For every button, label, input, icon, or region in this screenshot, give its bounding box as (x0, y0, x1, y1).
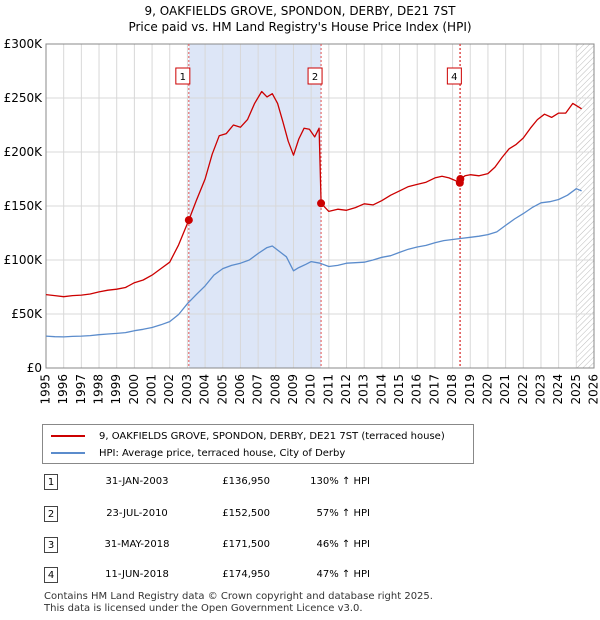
transaction-label-box (446, 67, 462, 85)
x-tick-label: 2016 (410, 374, 424, 405)
series-line-property (45, 90, 582, 298)
chart-subtitle: Price paid vs. HM Land Registry's House … (128, 20, 472, 34)
transaction-price: £174,950 (222, 569, 270, 580)
chart-title: 9, OAKFIELDS GROVE, SPONDON, DERBY, DE21… (144, 4, 456, 18)
x-tick-label: 2025 (569, 374, 583, 405)
transaction-price: £136,950 (222, 476, 270, 487)
transaction-label: 4 (451, 72, 457, 83)
sale-point (184, 216, 193, 225)
x-tick-label: 2003 (180, 374, 194, 405)
legend-swatch-property (51, 435, 85, 437)
x-tick-label: 2000 (127, 374, 141, 405)
legend-swatch-hpi (51, 452, 85, 454)
transaction-price: £171,500 (222, 539, 270, 550)
transaction-label-box (307, 67, 323, 85)
y-tick-label: £100K (4, 253, 44, 267)
transaction-hpi-change: 57% ↑ HPI (316, 508, 370, 519)
x-tick-label: 2012 (339, 374, 353, 405)
x-tick-label: 1996 (56, 374, 70, 405)
transaction-date: 23-JUL-2010 (106, 508, 168, 519)
transaction-price: £152,500 (222, 508, 270, 519)
transaction-hpi-change: 46% ↑ HPI (316, 539, 370, 550)
y-tick-label: £150K (4, 199, 44, 213)
x-tick-label: 2024 (551, 374, 565, 405)
legend-label-hpi: HPI: Average price, terraced house, City… (99, 447, 346, 459)
transaction-number: 2 (44, 506, 58, 522)
y-tick-label: £50K (11, 307, 43, 321)
y-tick-label: £200K (4, 145, 44, 159)
series-line-hpi (45, 188, 582, 338)
sale-point (317, 199, 326, 208)
x-tick-label: 1998 (92, 374, 106, 405)
transaction-date: 11-JUN-2018 (105, 569, 169, 580)
transaction-hpi-change: 47% ↑ HPI (316, 569, 370, 580)
sale-point (456, 175, 465, 184)
transaction-date: 31-MAY-2018 (104, 539, 170, 550)
y-tick-label: £250K (4, 91, 44, 105)
x-tick-label: 2007 (251, 374, 265, 405)
x-tick-label: 2002 (162, 374, 176, 405)
x-tick-label: 2021 (498, 374, 512, 405)
transaction-number: 1 (44, 474, 58, 490)
transaction-hpi-change: 130% ↑ HPI (310, 476, 370, 487)
x-tick-label: 2010 (304, 374, 318, 405)
plot-frame (45, 43, 595, 369)
chart-legend: 9, OAKFIELDS GROVE, SPONDON, DERBY, DE21… (42, 424, 474, 464)
x-tick-label: 2026 (587, 374, 600, 405)
x-tick-label: 2004 (198, 374, 212, 405)
x-tick-label: 2009 (286, 374, 300, 405)
x-tick-label: 2022 (516, 374, 530, 405)
footer-copyright: Contains HM Land Registry data © Crown c… (44, 591, 433, 602)
x-tick-label: 2001 (145, 374, 159, 405)
x-tick-label: 2014 (374, 374, 388, 405)
x-tick-label: 2005 (215, 374, 229, 405)
transaction-number: 4 (44, 567, 58, 583)
x-tick-label: 2013 (357, 374, 371, 405)
legend-item-hpi: HPI: Average price, terraced house, City… (51, 445, 345, 461)
transaction-label-box (175, 67, 191, 85)
y-tick-label: £0 (27, 361, 42, 375)
y-tick-label: £300K (4, 37, 44, 51)
legend-item-property: 9, OAKFIELDS GROVE, SPONDON, DERBY, DE21… (51, 428, 445, 444)
x-tick-label: 2020 (480, 374, 494, 405)
x-tick-label: 2017 (427, 374, 441, 405)
transaction-label: 2 (312, 72, 318, 83)
price-chart: £0 £50K £100K £150K £200K £250K £300K 1995 1996 1… (4, 37, 600, 405)
x-tick-label: 1999 (109, 374, 123, 405)
x-tick-label: 2015 (392, 374, 406, 405)
x-tick-label: 2018 (445, 374, 459, 405)
legend-label-property: 9, OAKFIELDS GROVE, SPONDON, DERBY, DE21… (99, 430, 445, 442)
x-tick-label: 2011 (321, 374, 335, 405)
transaction-label: 1 (180, 72, 186, 83)
x-tick-label: 1995 (39, 374, 53, 405)
x-tick-label: 2019 (463, 374, 477, 405)
x-tick-label: 2023 (533, 374, 547, 405)
x-tick-label: 2008 (268, 374, 282, 405)
transaction-number: 3 (44, 537, 58, 553)
transaction-date: 31-JAN-2003 (105, 476, 169, 487)
x-tick-label: 1997 (74, 374, 88, 405)
x-tick-label: 2006 (233, 374, 247, 405)
footer-license: This data is licensed under the Open Gov… (44, 603, 363, 614)
